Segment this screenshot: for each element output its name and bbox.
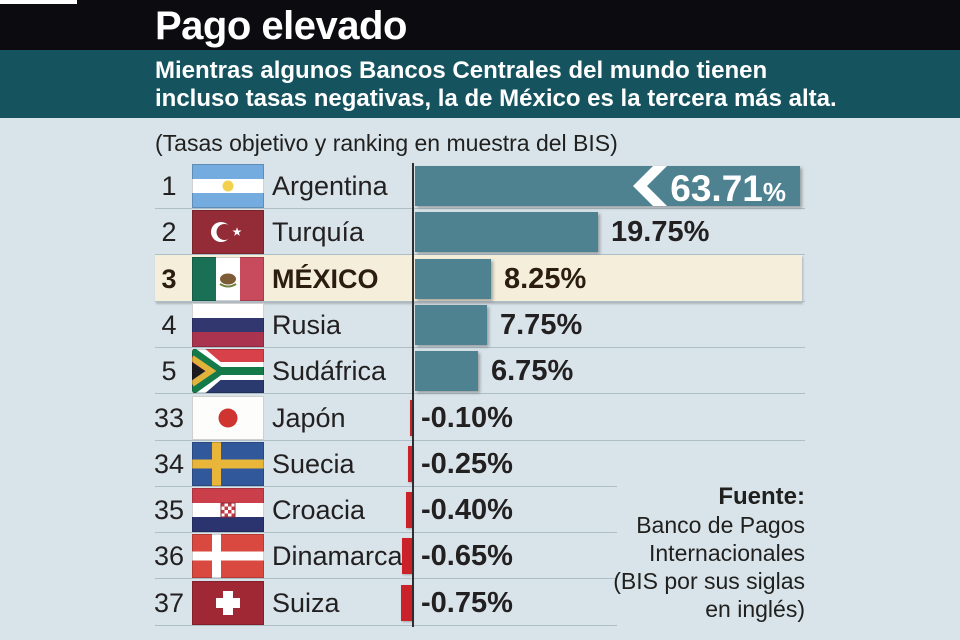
flag-switzerland-icon: [192, 581, 264, 625]
row-separator: [155, 486, 617, 487]
table-row: 3 MÉXICO 8.25%: [0, 255, 960, 302]
flag-sweden-icon: [192, 442, 264, 486]
rate-value: -0.25%: [421, 448, 513, 480]
rank-label: 1: [161, 171, 177, 201]
row-separator: [155, 532, 617, 533]
rank-label: 36: [153, 541, 185, 571]
rank-label: 4: [161, 310, 177, 340]
flag-russia-icon: [192, 303, 264, 347]
flag-south-africa-icon: [192, 349, 264, 393]
rate-bar: [415, 259, 491, 299]
source-line: Banco de Pagos: [636, 512, 805, 538]
table-row: 35 Croacia -0.40%: [0, 487, 960, 533]
flag-croatia-icon: [192, 488, 264, 532]
rate-value: 63.71%: [670, 168, 786, 209]
rate-bar: [402, 538, 412, 574]
country-label: Suiza: [272, 588, 340, 618]
table-row: 37 Suiza -0.75%: [0, 580, 960, 626]
source-line: (BIS por sus siglas: [613, 568, 805, 594]
table-row: 34 Suecia -0.25%: [0, 441, 960, 487]
rate-bar: [415, 351, 478, 391]
rate-value: 7.75%: [500, 309, 583, 341]
source-line: en inglés): [705, 596, 805, 622]
rate-bar: [401, 585, 412, 621]
country-label: Suecia: [272, 449, 355, 479]
flag-denmark-icon: [192, 534, 264, 578]
source-label: Fuente:: [718, 483, 805, 510]
rate-bar: [406, 492, 412, 528]
rate-bar: [408, 446, 412, 482]
country-label: MÉXICO: [272, 264, 379, 294]
header-band: Pago elevado: [0, 0, 960, 50]
rate-value: -0.65%: [421, 540, 513, 572]
row-separator: [155, 208, 805, 209]
axis-break-icon: [633, 166, 667, 206]
country-label: Argentina: [272, 171, 388, 201]
rate-ranking-chart: 1 Argentina 63.71% 2 Turquía 19.75% 3 MÉXICO 8.2…: [0, 163, 960, 628]
rank-label: 37: [153, 588, 185, 618]
rate-bar: 63.71%: [415, 166, 800, 209]
country-label: Croacia: [272, 495, 366, 525]
rank-label: 35: [153, 495, 185, 525]
page-title: Pago elevado: [155, 4, 407, 48]
rank-label: 33: [153, 403, 185, 433]
country-label: Japón: [272, 403, 346, 433]
rate-value: -0.40%: [421, 494, 513, 526]
zero-axis-line: [412, 163, 414, 627]
row-separator: [155, 625, 617, 626]
rate-value: -0.75%: [421, 587, 513, 619]
rate-bar: [410, 400, 412, 436]
rank-label: 3: [161, 264, 177, 294]
rate-value: 19.75%: [611, 216, 710, 248]
source-block: Fuente: Banco de Pagos Internacionales (…: [613, 483, 805, 623]
rate-value: 6.75%: [491, 355, 574, 387]
rate-value: -0.10%: [421, 402, 513, 434]
rate-bar: [415, 305, 487, 345]
country-label: Turquía: [272, 217, 365, 247]
flag-mexico-icon: [192, 257, 264, 301]
table-row: 4 Rusia 7.75%: [0, 302, 960, 348]
row-separator: [155, 347, 805, 348]
row-separator: [155, 393, 805, 394]
table-row: 1 Argentina 63.71%: [0, 163, 960, 209]
chart-note: (Tasas objetivo y ranking en muestra del…: [155, 130, 618, 156]
flag-argentina-icon: [192, 164, 264, 208]
top-left-white-strip: [0, 0, 77, 4]
flag-japan-icon: [192, 396, 264, 440]
table-row: 2 Turquía 19.75%: [0, 209, 960, 255]
row-separator: [155, 578, 617, 579]
table-row: 36 Dinamarca -0.65%: [0, 533, 960, 579]
table-row: 33 Japón -0.10%: [0, 395, 960, 441]
subtitle-line-1: Mientras algunos Bancos Centrales del mu…: [155, 57, 768, 84]
rate-value: 8.25%: [504, 263, 587, 295]
country-label: Sudáfrica: [272, 356, 387, 386]
table-row: 5 Sudáfrica 6.75%: [0, 348, 960, 394]
rank-label: 34: [153, 449, 185, 479]
rate-bar: [415, 212, 598, 252]
flag-turkey-icon: [192, 210, 264, 254]
country-label: Dinamarca: [272, 541, 403, 571]
row-separator: [155, 440, 805, 441]
row-separator: [155, 254, 805, 255]
source-line: Internacionales: [649, 540, 805, 566]
country-label: Rusia: [272, 310, 342, 340]
subtitle-line-2: incluso tasas negativas, la de México es…: [155, 85, 837, 112]
row-separator: [155, 301, 805, 302]
rank-label: 5: [161, 356, 177, 386]
rank-label: 2: [161, 217, 177, 247]
subtitle-band: Mientras algunos Bancos Centrales del mu…: [0, 50, 960, 118]
